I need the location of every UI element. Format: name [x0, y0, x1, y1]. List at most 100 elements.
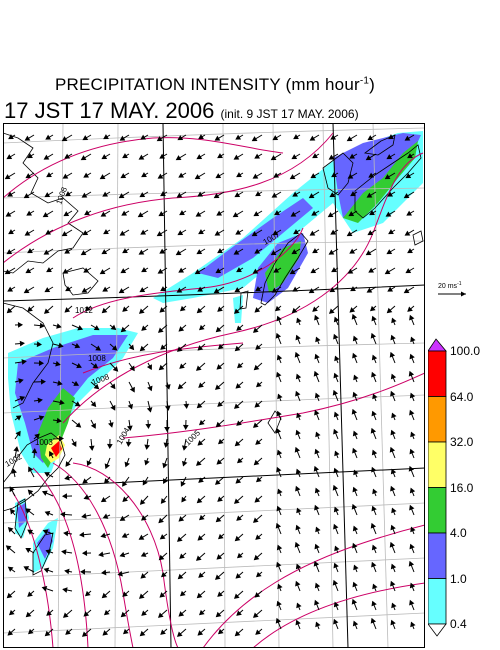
wind-arrow-head: [311, 210, 318, 216]
wind-arrow-head: [137, 212, 144, 218]
wind-arrow-head: [77, 325, 84, 331]
wind-arrow-head: [291, 307, 298, 314]
wind-arrow-head: [28, 466, 34, 473]
wind-arrow-head: [235, 229, 242, 235]
wind-arrow-head: [233, 154, 240, 160]
wind-arrow-head: [349, 248, 356, 254]
wind-arrow-head: [349, 153, 356, 159]
wind-arrow-head: [351, 503, 358, 510]
wind-arrow-head: [255, 534, 261, 540]
wind-arrow-head: [119, 551, 126, 558]
wind-arrow-head: [233, 498, 240, 504]
wind-arrow-head: [217, 438, 224, 445]
wind-arrow-head: [390, 390, 396, 397]
wind-arrow-head: [144, 444, 151, 450]
wind-arrow-head: [371, 315, 377, 322]
wind-arrow-head: [236, 610, 242, 616]
wind-arrow-head: [276, 449, 283, 456]
wind-arrow-head: [390, 429, 396, 436]
wind-arrow-head: [198, 382, 204, 388]
wind-arrow-head: [138, 154, 145, 160]
wind-arrow-head: [197, 345, 204, 351]
wind-arrow-head: [65, 191, 71, 197]
wind-arrow-head: [368, 172, 375, 178]
wind-arrow-head: [296, 507, 302, 514]
wind-arrow-head: [390, 468, 397, 475]
wind-arrow-head: [101, 249, 108, 255]
wind-arrow-head: [63, 211, 70, 217]
wind-arrow-head: [333, 316, 340, 323]
wind-arrow-head: [64, 474, 70, 481]
wind-arrow-head: [312, 248, 318, 254]
wind-arrow-head: [371, 371, 377, 378]
wind-arrow-head: [43, 154, 50, 160]
wind-arrow-head: [276, 505, 282, 512]
wind-arrow-head: [410, 621, 416, 628]
wind-arrow-head: [295, 580, 301, 587]
wind-arrow-head: [144, 459, 150, 466]
wind-arrow-head: [118, 288, 125, 294]
wind-arrow-head: [352, 447, 358, 454]
grid-line: [3, 342, 425, 359]
wind-arrow-head: [352, 352, 358, 359]
wind-arrow-head: [275, 332, 282, 339]
wind-arrow-head: [110, 383, 116, 390]
wind-arrow-head: [387, 191, 394, 197]
wind-arrow-head: [86, 460, 92, 467]
wind-arrow-head: [62, 587, 68, 593]
wind-arrow-head: [389, 541, 396, 548]
rain-area-moderate: [198, 198, 313, 278]
wind-arrow-head: [296, 602, 302, 609]
wind-arrow-head: [31, 448, 38, 454]
wind-arrow-head: [5, 211, 12, 217]
wind-arrow-head: [349, 307, 356, 313]
coastline: [412, 230, 424, 246]
wind-arrow-head: [334, 545, 340, 552]
wind-arrow-head: [214, 574, 221, 580]
wind-arrow-head: [233, 249, 240, 255]
wind-arrow-head: [213, 193, 220, 199]
wind-arrow-head: [351, 408, 358, 415]
wind-arrow-head: [25, 611, 32, 618]
wind-arrow-head: [156, 231, 163, 237]
wind-arrow-head: [372, 393, 378, 400]
precipitation-colorbar: [428, 338, 447, 637]
wind-arrow-head: [252, 327, 259, 333]
wind-arrow-head: [110, 404, 116, 411]
colorbar-box: [428, 578, 447, 625]
wind-arrow-head: [102, 191, 109, 197]
isobar-label: 1008: [88, 354, 106, 363]
wind-arrow-head: [314, 409, 320, 416]
rain-area-moderate: [37, 528, 53, 559]
wind-arrow-head: [122, 628, 129, 635]
wind-arrow-head: [217, 248, 223, 254]
wind-arrow-head: [236, 552, 243, 559]
wind-arrow-head: [313, 370, 320, 377]
wind-arrow-head: [233, 593, 240, 599]
wind-arrow-head: [276, 410, 282, 417]
grid-line: [3, 612, 425, 634]
grid-line: [114, 123, 119, 648]
wind-arrow-head: [100, 211, 107, 217]
grid-line: [322, 123, 334, 648]
wind-arrow-head: [312, 153, 318, 159]
wind-arrow-head: [293, 134, 299, 140]
coastline: [3, 432, 66, 512]
wind-arrow-head: [253, 459, 260, 466]
wind-arrow-head: [4, 174, 11, 180]
wind-arrow-head: [352, 391, 358, 398]
wind-arrow-head: [352, 335, 359, 342]
wind-arrow-head: [42, 212, 49, 218]
title-close-paren: ): [369, 75, 376, 94]
wind-arrow-head: [195, 555, 202, 561]
wind-arrow-head: [38, 360, 45, 367]
wind-arrow-head: [122, 481, 128, 487]
wind-arrow-head: [333, 372, 339, 379]
wind-arrow-head: [255, 629, 261, 635]
wind-arrow-head: [140, 573, 147, 579]
wind-arrow-head: [352, 430, 359, 437]
wind-arrow-head: [81, 513, 87, 519]
wind-arrow-head: [314, 504, 320, 511]
wind-arrow-head: [81, 192, 88, 198]
wind-arrow-head: [405, 268, 412, 274]
